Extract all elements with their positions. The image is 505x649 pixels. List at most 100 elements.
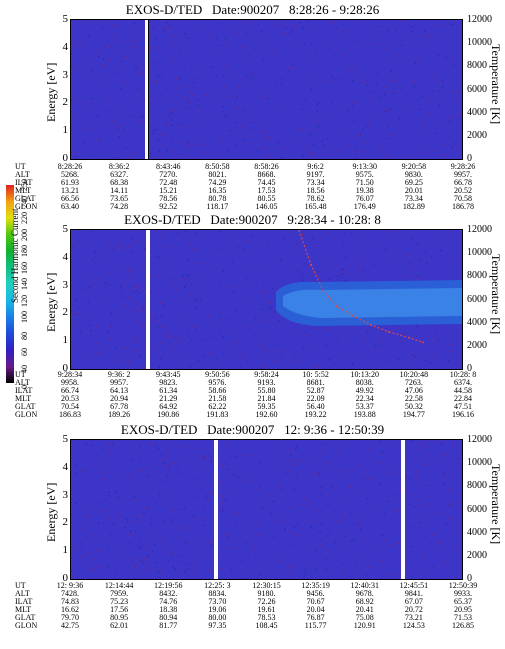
speckle-cell [92, 259, 94, 261]
speckle-cell [113, 274, 116, 276]
speckle-cell [427, 505, 430, 507]
speckle-cell [207, 453, 210, 455]
speckle-cell [366, 498, 369, 500]
speckle-cell [352, 364, 354, 366]
speckle-cell [374, 363, 376, 365]
speckle-cell [166, 231, 168, 233]
speckle-cell [261, 130, 263, 132]
y-tick-left: 5 [62, 223, 69, 235]
speckle-cell [377, 245, 380, 247]
speckle-cell [387, 30, 389, 32]
speckle-cell [169, 96, 171, 98]
speckle-cell [272, 316, 275, 318]
speckle-cell [248, 124, 251, 126]
speckle-cell [106, 548, 109, 550]
speckle-cell [455, 115, 457, 117]
speckle-cell [119, 327, 121, 329]
speckle-cell [344, 274, 347, 276]
speckle-cell [370, 91, 372, 93]
speckle-cell [102, 302, 105, 304]
speckle-cell [238, 121, 241, 123]
speckle-cell [142, 306, 145, 308]
spectrogram-panel-1: EXOS-D/TED Date:900207 8:28:26 - 9:28:26… [0, 0, 505, 212]
speckle-cell [284, 497, 286, 499]
speckle-cell [395, 29, 397, 31]
speckle-cell [139, 116, 142, 118]
speckle-cell [144, 549, 147, 551]
speckle-cell [115, 473, 117, 475]
speckle-cell [97, 550, 100, 552]
speckle-cell [224, 37, 226, 39]
panel-title: EXOS-D/TED Date:900207 8:28:26 - 9:28:26 [125, 2, 380, 17]
speckle-cell [218, 313, 220, 315]
speckle-cell [434, 514, 436, 516]
speckle-cell [270, 307, 272, 309]
speckle-cell [349, 485, 352, 488]
speckle-cell [173, 463, 176, 465]
speckle-cell [219, 141, 221, 143]
speckle-cell [390, 70, 393, 72]
speckle-cell [379, 99, 381, 101]
speckle-cell [200, 537, 202, 539]
speckle-cell [435, 441, 438, 443]
speckle-cell [224, 115, 226, 117]
speckle-cell [131, 559, 133, 561]
speckle-cell [270, 302, 272, 304]
speckle-cell [231, 345, 234, 347]
speckle-cell [186, 102, 188, 104]
speckle-cell [427, 112, 430, 114]
speckle-cell [416, 355, 419, 358]
speckle-cell [273, 311, 275, 313]
speckle-cell [152, 275, 154, 277]
speckle-cell [321, 546, 323, 548]
speckle-cell [229, 130, 232, 132]
speckle-cell [184, 570, 186, 573]
speckle-cell [386, 501, 389, 503]
speckle-cell [363, 327, 365, 329]
speckle-cell [202, 509, 204, 511]
speckle-cell [399, 478, 401, 480]
orbit-table-cell: 12:50:39 [448, 581, 478, 590]
speckle-cell [277, 142, 280, 144]
y-tick-left: 4 [62, 40, 69, 53]
speckle-cell [128, 359, 130, 361]
speckle-cell [353, 72, 355, 75]
speckle-cell [171, 282, 174, 284]
speckle-cell [127, 246, 130, 248]
speckle-cell [364, 574, 367, 576]
speckle-cell [280, 82, 283, 84]
speckle-cell [277, 486, 279, 488]
speckle-cell [303, 498, 306, 500]
y-tick-right: 10000 [467, 457, 492, 469]
speckle-cell [77, 68, 79, 70]
speckle-cell [201, 278, 203, 281]
speckle-cell [359, 528, 362, 530]
speckle-cell [407, 94, 409, 96]
speckle-cell [336, 519, 338, 522]
y-tick-left: 2 [62, 516, 69, 529]
speckle-cell [422, 557, 425, 560]
speckle-cell [115, 348, 117, 350]
speckle-cell [132, 290, 134, 292]
speckle-cell [114, 26, 117, 28]
speckle-cell [158, 366, 160, 368]
speckle-cell [367, 124, 369, 126]
orbit-row-label: ILAT [15, 178, 33, 187]
speckle-cell [180, 572, 182, 574]
speckle-cell [380, 551, 383, 553]
speckle-cell [351, 363, 353, 365]
speckle-cell [327, 465, 329, 467]
speckle-cell [348, 478, 350, 480]
speckle-cell [97, 115, 99, 117]
speckle-cell [428, 524, 431, 526]
speckle-cell [313, 551, 315, 553]
speckle-cell [275, 521, 277, 523]
speckle-cell [173, 35, 176, 37]
speckle-cell [259, 574, 262, 576]
speckle-cell [94, 332, 97, 334]
speckle-cell [384, 441, 387, 443]
speckle-cell [363, 258, 365, 260]
speckle-cell [186, 100, 188, 102]
speckle-cell [323, 80, 326, 82]
orbit-table-cell: 8021. [208, 170, 227, 179]
